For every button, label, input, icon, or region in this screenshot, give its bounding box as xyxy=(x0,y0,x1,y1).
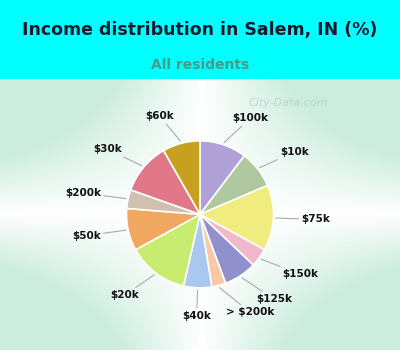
Wedge shape xyxy=(127,190,200,214)
Text: $50k: $50k xyxy=(72,230,126,240)
Wedge shape xyxy=(184,214,212,288)
Text: $30k: $30k xyxy=(94,144,142,166)
Text: City-Data.com: City-Data.com xyxy=(248,98,328,108)
Text: All residents: All residents xyxy=(151,57,249,72)
Wedge shape xyxy=(200,186,274,250)
Wedge shape xyxy=(200,141,244,214)
Wedge shape xyxy=(200,214,226,287)
Text: $150k: $150k xyxy=(261,259,318,279)
Text: $40k: $40k xyxy=(182,290,211,321)
Text: $60k: $60k xyxy=(145,111,181,141)
Text: Income distribution in Salem, IN (%): Income distribution in Salem, IN (%) xyxy=(22,21,378,39)
Text: > $200k: > $200k xyxy=(219,288,274,317)
Wedge shape xyxy=(200,156,268,214)
Wedge shape xyxy=(200,214,264,265)
Text: $100k: $100k xyxy=(224,113,268,142)
Text: $20k: $20k xyxy=(110,275,154,300)
Wedge shape xyxy=(164,141,200,214)
Wedge shape xyxy=(126,209,200,250)
Text: $10k: $10k xyxy=(260,147,309,168)
Wedge shape xyxy=(131,150,200,214)
Text: $75k: $75k xyxy=(276,214,330,224)
Wedge shape xyxy=(200,214,253,283)
Wedge shape xyxy=(136,214,200,286)
Text: $200k: $200k xyxy=(65,188,126,198)
Text: $125k: $125k xyxy=(242,278,292,304)
